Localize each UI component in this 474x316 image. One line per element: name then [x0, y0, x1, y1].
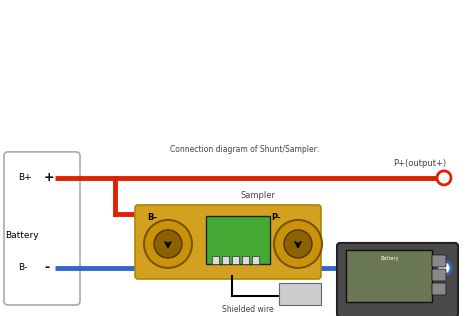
FancyBboxPatch shape — [432, 255, 446, 267]
Text: B-: B- — [18, 264, 27, 272]
Bar — [242, 256, 249, 264]
FancyBboxPatch shape — [346, 250, 432, 302]
Circle shape — [274, 220, 322, 268]
FancyBboxPatch shape — [432, 269, 446, 281]
Circle shape — [437, 261, 451, 275]
Bar — [222, 256, 229, 264]
Text: Connection diagram of Shunt/Sampler:: Connection diagram of Shunt/Sampler: — [170, 145, 319, 155]
Text: -: - — [44, 261, 49, 275]
Text: Shielded wire: Shielded wire — [222, 306, 274, 314]
Bar — [252, 256, 259, 264]
Text: +: + — [44, 171, 55, 185]
FancyBboxPatch shape — [206, 216, 270, 264]
FancyBboxPatch shape — [337, 243, 458, 316]
Bar — [232, 256, 239, 264]
Text: of Battery Monitors: of Battery Monitors — [84, 88, 390, 116]
Text: B+: B+ — [18, 173, 32, 182]
Text: P-(output- ): P-(output- ) — [394, 254, 442, 264]
Circle shape — [437, 171, 451, 185]
FancyBboxPatch shape — [432, 283, 446, 295]
Text: C-(charge-): C-(charge-) — [394, 243, 442, 252]
Circle shape — [144, 220, 192, 268]
Text: Shunts: Essential Components: Shunts: Essential Components — [0, 33, 474, 62]
Bar — [212, 256, 219, 264]
Text: P+(output+): P+(output+) — [393, 159, 447, 168]
FancyBboxPatch shape — [279, 283, 321, 305]
FancyBboxPatch shape — [4, 152, 80, 305]
Text: P-: P- — [271, 213, 281, 222]
Circle shape — [154, 230, 182, 258]
Circle shape — [284, 230, 312, 258]
Text: Battery: Battery — [381, 257, 399, 261]
Text: B-: B- — [147, 213, 157, 222]
Text: Sampler: Sampler — [240, 191, 275, 200]
FancyBboxPatch shape — [135, 205, 321, 279]
Text: Battery: Battery — [5, 231, 39, 240]
